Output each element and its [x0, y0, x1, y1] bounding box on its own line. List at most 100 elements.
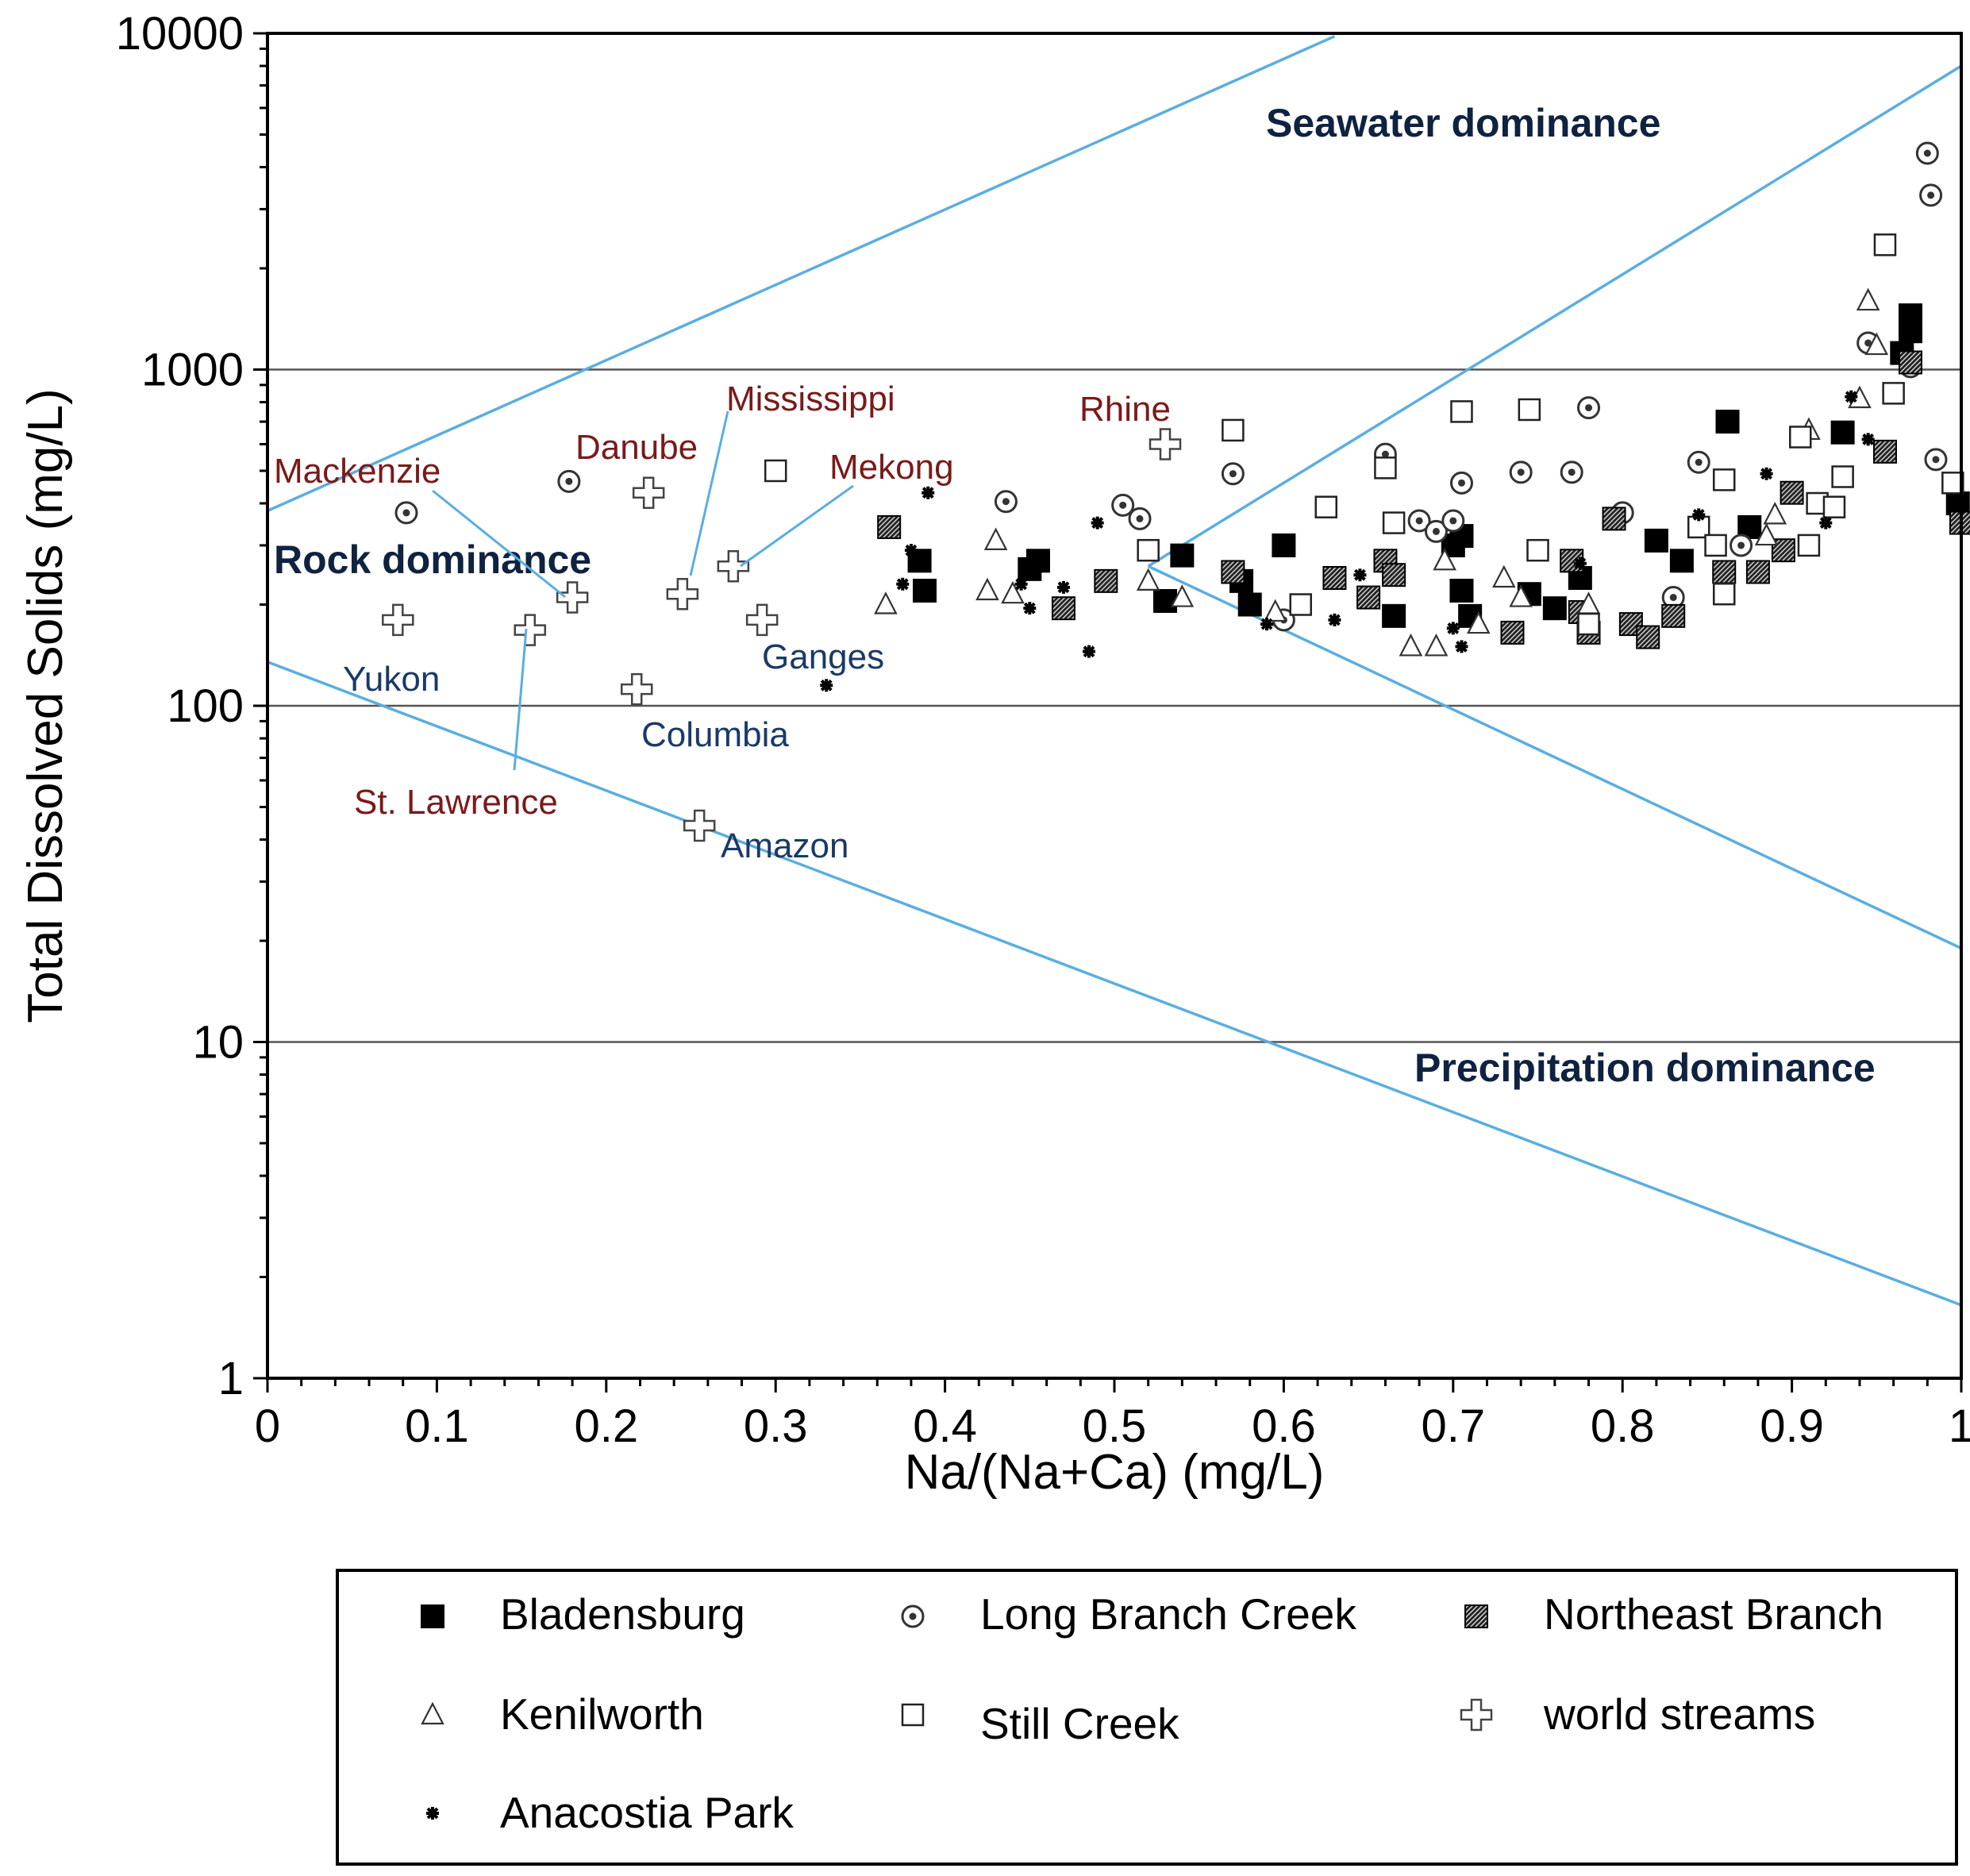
point	[1289, 593, 1312, 616]
open-square-shape	[1382, 511, 1406, 534]
series-bladensburg	[907, 303, 1970, 628]
st-lawrence-label: St. Lawrence	[354, 783, 558, 822]
asterisk-shape	[1692, 508, 1706, 522]
open-square-shape	[1873, 233, 1897, 256]
point	[1636, 625, 1660, 649]
point	[1789, 426, 1812, 449]
open-square-shape	[1831, 465, 1854, 488]
x-tick-label: 0.5	[1083, 1400, 1147, 1452]
hatched-square-shape	[1500, 620, 1525, 645]
point	[1898, 350, 1922, 375]
point	[1221, 462, 1245, 486]
rhine-label: Rhine	[1079, 390, 1171, 429]
point	[1661, 586, 1685, 610]
triangle-shape	[1856, 287, 1880, 311]
point	[1573, 557, 1587, 570]
triangle-shape	[1466, 611, 1491, 634]
point	[1500, 620, 1525, 645]
asterisk-shape	[1023, 602, 1037, 615]
point	[1433, 547, 1456, 571]
point	[1560, 460, 1583, 484]
point	[1263, 599, 1287, 622]
asterisk-shape	[1573, 557, 1587, 570]
cross-shape	[717, 550, 750, 583]
legend-label-bladensburg: Bladensburg	[500, 1589, 745, 1639]
point	[556, 581, 589, 614]
point	[1382, 603, 1406, 628]
circle-center-dot	[402, 509, 410, 517]
legend-label-kenilworth: Kenilworth	[500, 1689, 704, 1739]
point	[1882, 382, 1905, 405]
mississippi-label: Mississippi	[726, 379, 895, 418]
filled-square-shape	[912, 578, 937, 603]
point	[1382, 563, 1406, 587]
point	[1111, 493, 1135, 517]
point	[877, 514, 902, 539]
y-tick-label: 1	[218, 1353, 244, 1404]
point	[1449, 578, 1474, 603]
triangle-shape	[1399, 634, 1423, 657]
triangle-shape	[1509, 584, 1533, 607]
filled-square-shape	[1382, 603, 1406, 628]
x-tick-label: 0.4	[913, 1400, 977, 1452]
open-square-shape	[1712, 468, 1736, 491]
asterisk-shape	[1091, 516, 1104, 530]
legend-label-northeast-branch: Northeast Branch	[1544, 1589, 1883, 1639]
x-tick-label: 1	[1949, 1400, 1970, 1452]
point	[1014, 577, 1028, 591]
legend-marker-anacostia-park	[426, 1807, 439, 1820]
point	[1526, 538, 1549, 562]
open-square-shape	[1822, 495, 1846, 518]
point	[1374, 456, 1397, 480]
asterisk-shape	[1328, 613, 1341, 626]
open-square-shape	[1222, 418, 1245, 442]
point	[1542, 596, 1567, 621]
circle-center-dot	[1457, 479, 1465, 487]
open-square-shape	[1941, 472, 1964, 495]
point	[1051, 596, 1075, 621]
triangle-shape	[975, 577, 999, 601]
point	[1822, 495, 1846, 518]
open-square-shape	[1882, 382, 1905, 405]
point	[1170, 584, 1195, 607]
x-tick-label: 0	[255, 1400, 280, 1452]
hatched-square-shape	[1094, 568, 1118, 593]
point	[1898, 319, 1922, 344]
hatched-square-shape	[1382, 563, 1406, 587]
filled-square-shape	[1237, 592, 1262, 617]
cross-shape	[620, 672, 653, 706]
point	[1864, 332, 1889, 356]
triangle-shape	[1754, 522, 1779, 546]
open-square-shape	[1577, 612, 1600, 636]
series-still-creek	[764, 233, 1964, 636]
asterisk-shape	[896, 577, 910, 591]
point	[1692, 508, 1706, 522]
point	[1704, 534, 1727, 557]
cross-shape	[632, 476, 665, 509]
asterisk-shape	[1260, 618, 1274, 631]
point	[1399, 634, 1423, 657]
hatched-square-shape	[1661, 603, 1686, 628]
circle-center-dot	[1415, 517, 1423, 525]
data-points	[382, 141, 1970, 842]
filled-square-shape	[1715, 410, 1740, 434]
y-tick-label: 10000	[116, 8, 244, 60]
legend-markers	[421, 1604, 1493, 1820]
point	[1780, 480, 1804, 505]
hatched-square-shape	[1872, 439, 1897, 464]
amazon-label: Amazon	[721, 826, 848, 865]
point	[1861, 433, 1875, 446]
mackenzie-label: Mackenzie	[274, 452, 441, 491]
point	[1424, 519, 1448, 543]
point	[1466, 611, 1491, 634]
point	[1441, 509, 1465, 533]
gridlines	[267, 368, 1961, 1043]
open-square-shape	[1518, 398, 1541, 422]
x-tick-label: 0.1	[405, 1400, 469, 1452]
asterisk-shape	[1082, 645, 1095, 658]
circle-center-dot	[1585, 404, 1593, 412]
circle-center-dot	[1669, 594, 1677, 602]
point	[1328, 613, 1341, 626]
triangle-shape	[1424, 634, 1449, 657]
point	[1819, 516, 1833, 530]
